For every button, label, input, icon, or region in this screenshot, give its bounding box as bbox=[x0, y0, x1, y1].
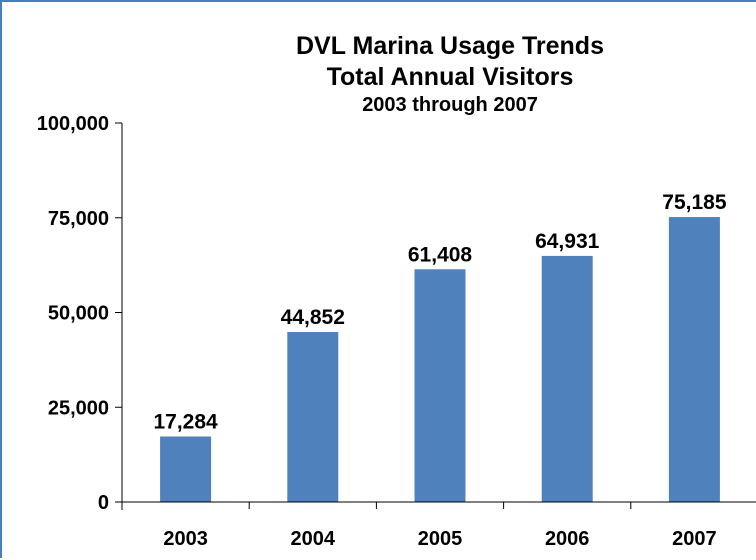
category-labels: 2003 2004 2005 2006 2007 bbox=[163, 528, 716, 550]
category-label: 2007 bbox=[672, 528, 717, 550]
y-axis-ticks: 0 25,000 50,000 75,000 100,000 bbox=[37, 113, 122, 514]
chart-title: DVL Marina Usage Trends bbox=[296, 32, 604, 60]
data-label: 61,408 bbox=[408, 243, 473, 266]
bar bbox=[287, 332, 339, 502]
bar bbox=[414, 269, 466, 502]
chart-title-line2: Total Annual Visitors bbox=[327, 63, 574, 91]
bar bbox=[541, 255, 593, 502]
y-tick-label: 25,000 bbox=[48, 397, 109, 419]
data-label: 17,284 bbox=[153, 410, 218, 433]
y-tick-label: 100,000 bbox=[37, 113, 109, 135]
category-label: 2004 bbox=[291, 528, 336, 550]
data-label: 64,931 bbox=[535, 230, 600, 253]
bar bbox=[668, 217, 720, 503]
category-label: 2003 bbox=[163, 528, 208, 550]
bar bbox=[160, 436, 212, 502]
chart-subtitle: 2003 through 2007 bbox=[362, 94, 538, 116]
y-tick-label: 0 bbox=[98, 492, 109, 514]
category-label: 2006 bbox=[545, 528, 590, 550]
y-tick-label: 50,000 bbox=[48, 303, 109, 325]
data-label: 44,852 bbox=[281, 306, 345, 329]
x-axis-ticks bbox=[248, 502, 632, 509]
category-label: 2005 bbox=[418, 528, 463, 550]
data-labels: 17,284 44,852 61,408 64,931 75,185 bbox=[153, 191, 726, 433]
bars bbox=[160, 217, 720, 503]
data-label: 75,185 bbox=[662, 191, 727, 214]
y-tick-label: 75,000 bbox=[48, 208, 109, 230]
